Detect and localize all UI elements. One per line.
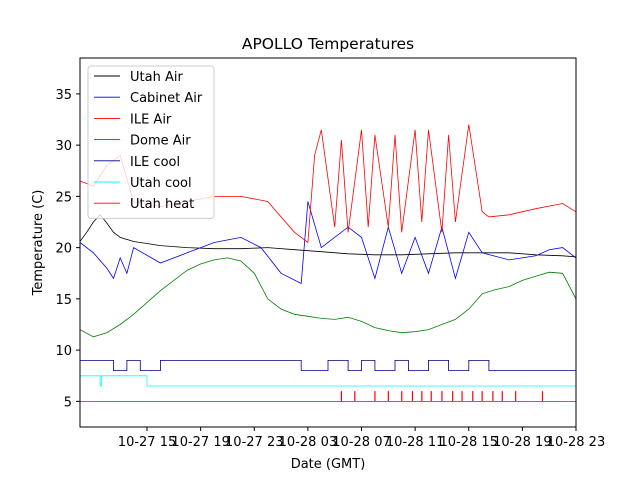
x-tick-label: 10-28 07 [332, 435, 390, 450]
y-tick-label: 20 [55, 242, 72, 257]
x-tick-label: 10-28 15 [440, 435, 498, 450]
x-tick-label: 10-27 23 [225, 435, 283, 450]
y-tick-label: 35 [55, 88, 72, 103]
legend-label-utah-heat: Utah heat [130, 197, 194, 212]
legend-label-utah-air: Utah Air [130, 70, 183, 85]
x-tick-label: 10-28 23 [547, 435, 605, 450]
x-axis-label: Date (GMT) [291, 457, 366, 472]
series-line-utah-air [80, 214, 576, 258]
series-line-utah-cool [80, 375, 576, 387]
series-line-ile-cool [80, 359, 576, 372]
x-tick-label: 10-28 19 [493, 435, 551, 450]
y-tick-label: 30 [55, 139, 72, 154]
chart-title: APOLLO Temperatures [242, 35, 414, 53]
legend-label-utah-cool: Utah cool [130, 176, 192, 191]
x-tick-label: 10-27 15 [118, 435, 176, 450]
legend-label-ile-cool: ILE cool [130, 155, 180, 170]
y-axis-ticks: 5 10 15 20 25 30 35 [55, 88, 80, 410]
series-line-dome-air [80, 257, 576, 338]
x-tick-label: 10-28 11 [386, 435, 444, 450]
legend-label-ile-air: ILE Air [130, 112, 172, 127]
y-tick-label: 15 [55, 293, 72, 308]
y-axis-label: Temperature (C) [31, 190, 46, 297]
y-tick-label: 5 [64, 395, 72, 410]
legend-box [87, 65, 215, 219]
x-tick-label: 10-28 03 [279, 435, 337, 450]
legend-label-cabinet-air: Cabinet Air [130, 91, 203, 106]
plot-frame [79, 57, 577, 428]
legend-label-dome-air: Dome Air [130, 134, 191, 149]
x-tick-label: 10-27 19 [171, 435, 229, 450]
legend: Utah Air Cabinet Air ILE Air Dome Air ILE co… [87, 65, 215, 219]
y-tick-label: 10 [55, 344, 72, 359]
series-line-cabinet-air [80, 201, 576, 285]
y-tick-label: 25 [55, 190, 72, 205]
